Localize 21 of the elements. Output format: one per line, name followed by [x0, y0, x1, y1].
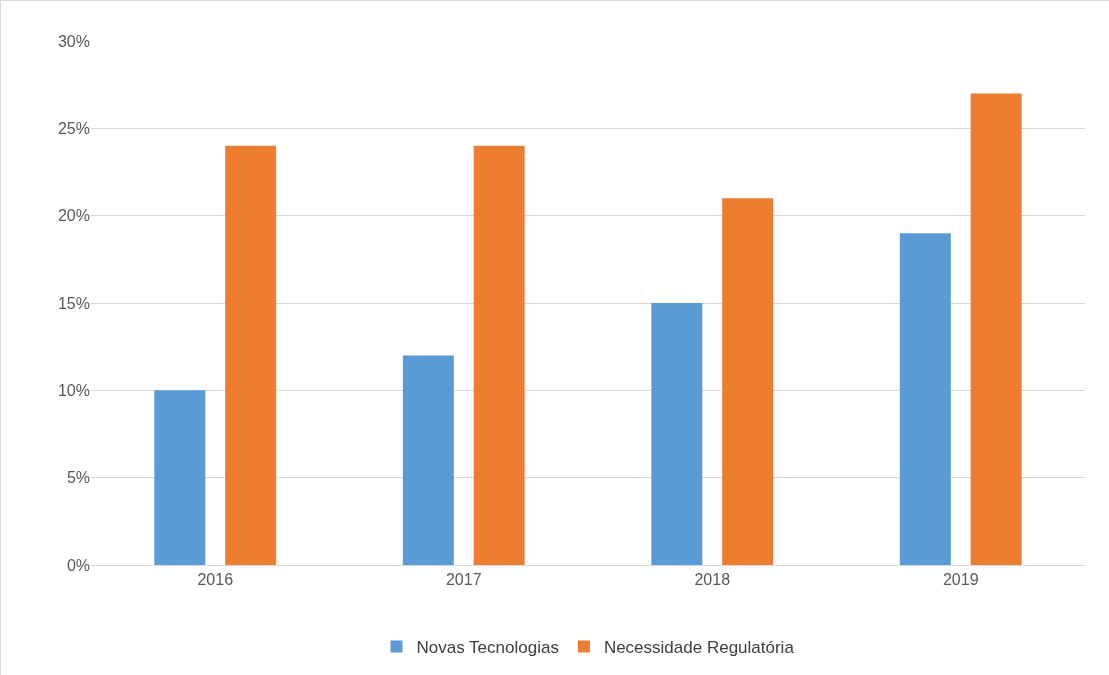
x-tick-label: 2016 [197, 571, 234, 589]
bar [473, 145, 525, 565]
bar [154, 390, 206, 565]
y-tick-label: 20% [57, 207, 90, 225]
bar [225, 145, 277, 565]
bar [402, 355, 454, 565]
bar [899, 233, 951, 565]
bar [722, 198, 774, 565]
bar [651, 303, 703, 565]
x-tick-label: 2017 [445, 571, 482, 589]
x-tick-label: 2019 [942, 571, 979, 589]
y-tick-label: 30% [57, 32, 90, 50]
y-tick-label: 0% [66, 556, 90, 574]
y-tick-label: 25% [57, 119, 90, 137]
legend-label: Novas Tecnologias [416, 638, 559, 658]
y-tick-label: 10% [57, 381, 90, 399]
bar [970, 93, 1022, 565]
x-tick-label: 2018 [694, 571, 731, 589]
legend-label: Necessidade Regulatória [603, 638, 795, 658]
y-tick-label: 15% [57, 294, 90, 312]
y-tick-label: 5% [66, 469, 90, 487]
